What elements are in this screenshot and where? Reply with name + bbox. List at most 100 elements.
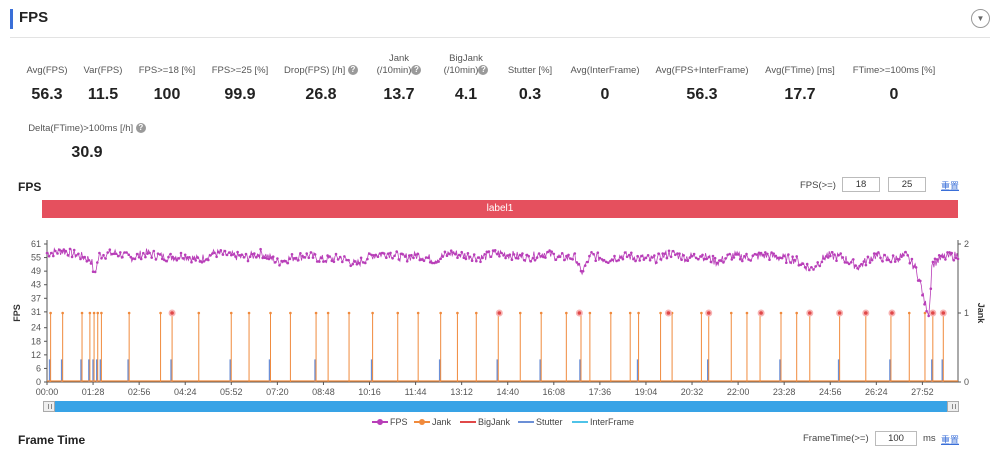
legend-item-interframe[interactable]: InterFrame: [572, 416, 634, 427]
fps-point: [391, 257, 394, 260]
fps-point: [749, 259, 752, 262]
bigjank-point: [807, 311, 812, 315]
help-icon[interactable]: ?: [411, 65, 422, 76]
fps-point: [204, 258, 208, 261]
fps-point: [276, 257, 279, 260]
fps-point: [209, 254, 212, 257]
fps-point: [709, 260, 713, 264]
legend-item-bigjank[interactable]: BigJank: [460, 416, 510, 427]
fps-point: [556, 255, 560, 259]
fps-point: [355, 262, 359, 266]
fps-threshold-input-2[interactable]: 25: [888, 177, 926, 192]
fps-point: [782, 254, 786, 258]
fps-point: [519, 253, 522, 257]
frame-time-threshold-input[interactable]: 100: [875, 431, 917, 446]
fps-point: [592, 252, 595, 256]
legend-item-jank[interactable]: Jank: [414, 416, 451, 427]
fps-point: [324, 260, 327, 263]
fps-point: [657, 252, 660, 255]
fps-point: [280, 259, 283, 263]
fps-point: [833, 253, 836, 256]
fps-point: [565, 254, 568, 258]
bigjank-point: [941, 311, 946, 315]
y-tick-label: 61: [31, 239, 41, 249]
fps-point: [950, 251, 953, 255]
fps-point: [650, 256, 654, 259]
fps-point: [732, 256, 736, 259]
stat-value: 30.9: [71, 144, 103, 161]
fps-point: [665, 256, 669, 260]
help-icon[interactable]: ?: [135, 123, 146, 134]
y-tick-label: 6: [36, 363, 41, 373]
fps-point: [919, 279, 922, 283]
legend-stutter-marker: [518, 417, 534, 427]
fps-point: [872, 252, 876, 255]
fps-point: [661, 252, 664, 255]
slider-left-handle[interactable]: [43, 401, 55, 412]
fps-point: [956, 257, 960, 261]
fps-point: [303, 256, 306, 259]
legend-item-fps[interactable]: FPS: [372, 416, 408, 427]
help-icon[interactable]: ?: [347, 65, 358, 76]
fps-point: [148, 251, 151, 255]
fps-point: [761, 253, 765, 257]
fps-point: [805, 262, 809, 266]
fps-point: [870, 258, 874, 262]
fps-point: [646, 254, 650, 257]
fps-point: [443, 250, 447, 254]
legend-item-stutter[interactable]: Stutter: [518, 416, 563, 427]
fps-point: [776, 256, 780, 260]
stat-bigjank: BigJank (/10min)? 4.1: [436, 53, 496, 104]
fps-section-header: FPS ▼: [0, 0, 1000, 38]
fps-point: [910, 257, 914, 261]
fps-point: [77, 252, 80, 256]
stat-value: 100: [153, 86, 181, 103]
y-tick-label: 18: [31, 336, 41, 346]
fps-point: [745, 252, 748, 256]
fps-point: [152, 249, 156, 253]
label-band[interactable]: label1: [42, 200, 958, 218]
fps-threshold-input-1[interactable]: 18: [842, 177, 880, 192]
fps-point: [265, 257, 269, 260]
frame-time-reset-link[interactable]: 重置: [941, 435, 960, 445]
legend-label: Jank: [432, 416, 452, 427]
fps-point: [939, 254, 943, 258]
fps-point: [85, 260, 89, 263]
fps-point: [104, 257, 107, 260]
fps-point: [914, 266, 918, 269]
fps-point: [399, 252, 403, 256]
fps-point: [822, 257, 826, 260]
fps-reset-link[interactable]: 重置: [941, 181, 960, 191]
legend-label: FPS: [390, 416, 408, 427]
fps-point: [554, 258, 558, 261]
jank-point: [539, 311, 543, 315]
collapse-toggle-chevron-icon[interactable]: ▼: [971, 9, 990, 28]
fps-point: [87, 259, 91, 262]
jank-point: [100, 311, 103, 315]
fps-point: [405, 260, 409, 263]
slider-right-handle[interactable]: [947, 401, 959, 412]
timeline-zoom-slider[interactable]: [43, 401, 959, 412]
x-tick-label: 00:00: [36, 387, 59, 397]
fps-point: [315, 260, 319, 263]
stat-label: FPS>=25 [%]: [211, 65, 269, 76]
fps-point: [466, 252, 470, 255]
fps-point: [954, 256, 958, 260]
fps-point: [93, 270, 97, 274]
stat-label: FPS>=18 [%]: [138, 65, 196, 76]
jank-point: [907, 311, 911, 315]
x-tick-label: 04:24: [174, 387, 197, 397]
fps-point: [56, 252, 59, 255]
fps-point: [121, 255, 124, 259]
fps-point: [364, 261, 367, 265]
fps-point: [454, 252, 457, 256]
stat-drop-fps: Drop(FPS) [/h] ? 26.8: [282, 65, 360, 104]
fps-point: [523, 259, 526, 262]
y-tick-label: 37: [31, 293, 41, 303]
jank-point: [289, 311, 292, 315]
help-icon[interactable]: ?: [478, 65, 489, 76]
fps-point: [896, 257, 899, 261]
fps-point: [96, 261, 99, 264]
bigjank-point: [706, 311, 711, 315]
